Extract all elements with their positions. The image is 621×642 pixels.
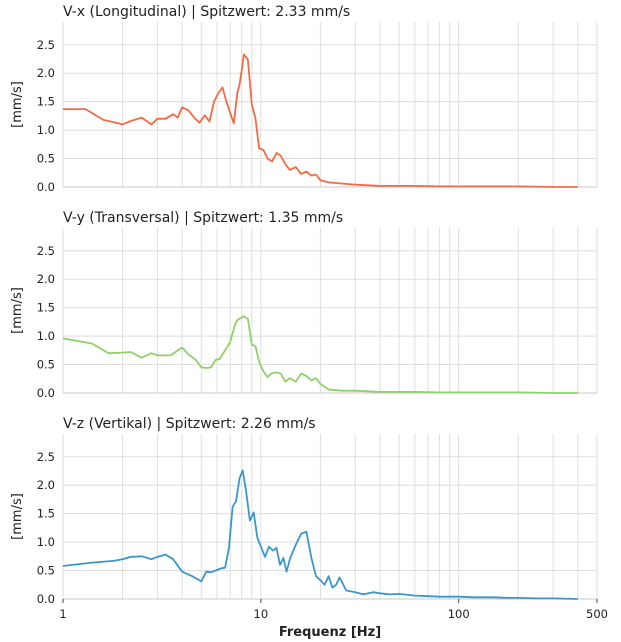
y-tick-label: 0.0 [37, 180, 55, 194]
series-line [62, 315, 578, 394]
y-axis: 0.0 0.5 1.0 1.5 2.0 2.5 [37, 38, 597, 194]
x-tick-label: 100 [448, 607, 470, 621]
x-tick-label: 1 [59, 607, 66, 621]
y-tick-label: 1.0 [37, 329, 55, 343]
x-axis-label: Frequenz [Hz] [279, 625, 381, 640]
y-tick-label: 1.5 [37, 301, 55, 315]
y-tick-label: 1.5 [37, 507, 55, 521]
y-axis-label: [mm/s] [10, 81, 25, 128]
y-tick-label: 2.5 [37, 450, 55, 464]
y-axis-label: [mm/s] [10, 287, 25, 334]
y-tick-label: 0.5 [37, 152, 55, 166]
y-axis-label: [mm/s] [10, 493, 25, 540]
x-gridlines [62, 434, 598, 599]
y-tick-label: 0.0 [37, 592, 55, 606]
chart-title: V-x (Longitudinal) | Spitzwert: 2.33 mm/… [63, 4, 350, 20]
y-tick-label: 1.5 [37, 95, 55, 109]
y-axis: 0.0 0.5 1.0 1.5 2.0 2.5 [37, 244, 597, 400]
y-tick-label: 0.5 [37, 358, 55, 372]
x-tick-label: 500 [586, 607, 608, 621]
chart-panel-2: 0.0 0.5 1.0 1.5 2.0 2.5 V-y (Transversal) | Sp… [10, 210, 598, 400]
series-line [62, 469, 578, 600]
chart-title: V-y (Transversal) | Spitzwert: 1.35 mm/s [63, 210, 343, 226]
y-tick-label: 2.5 [37, 38, 55, 52]
y-tick-label: 0.0 [37, 386, 55, 400]
x-tick-label: 10 [254, 607, 269, 621]
y-tick-label: 2.0 [37, 272, 55, 286]
y-tick-label: 2.0 [37, 66, 55, 80]
chart-panel-1: 0.0 0.5 1.0 1.5 2.0 2.5 V-x (Longitudinal) | S… [10, 4, 598, 194]
y-tick-label: 0.5 [37, 564, 55, 578]
series-line [63, 53, 578, 188]
chart-panel-3: 0.0 0.5 1.0 1.5 2.0 2.5 V-z (Vertikal) | Spitz… [10, 416, 608, 640]
y-tick-label: 2.0 [37, 478, 55, 492]
chart-title: V-z (Vertikal) | Spitzwert: 2.26 mm/s [63, 416, 316, 432]
x-gridlines [62, 22, 598, 187]
y-tick-label: 2.5 [37, 244, 55, 258]
y-tick-label: 1.0 [37, 535, 55, 549]
x-axis: 1 10 100 500 [59, 599, 608, 621]
y-axis: 0.0 0.5 1.0 1.5 2.0 2.5 [37, 450, 597, 606]
x-gridlines [62, 228, 598, 393]
y-tick-label: 1.0 [37, 123, 55, 137]
